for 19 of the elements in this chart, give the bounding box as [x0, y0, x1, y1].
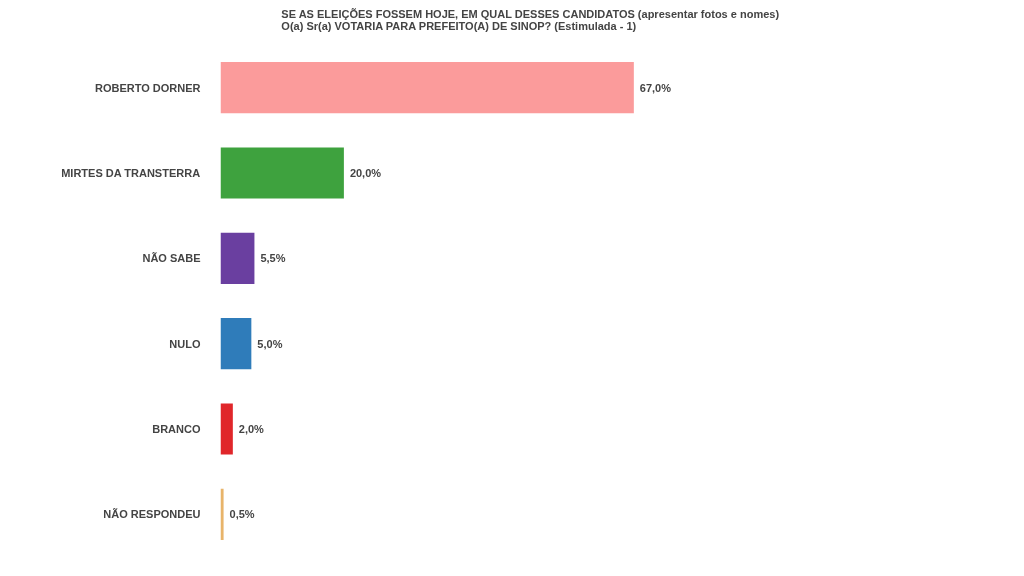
data-label: 2,0% [238, 422, 265, 435]
bar [220, 318, 252, 370]
bar [220, 403, 233, 455]
y-tick-label: NÃO SABE [142, 252, 201, 265]
chart-title: SE AS ELEIÇÕES FOSSEM HOJE, EM QUAL DESSES CANDIDATOS (apresentar fotos e nomes) O(a) Sr(a) VOTARIA PARA PREFEITO(A) DE SINOP? (Estimulada - 1) [281, 7, 780, 32]
data-label: 20,0% [349, 167, 382, 180]
y-tick-label: MIRTES DA TRANSTERRA [61, 167, 201, 180]
bar [220, 232, 255, 284]
bar [220, 147, 344, 199]
data-label: 0,5% [229, 508, 255, 521]
data-label: 5,5% [260, 252, 286, 265]
data-label: 5,0% [257, 337, 283, 350]
bar [220, 62, 634, 114]
y-tick-label: ROBERTO DORNER [94, 81, 201, 94]
data-label: 67,0% [639, 81, 672, 94]
y-tick-label: NULO [169, 337, 201, 350]
bar [220, 488, 224, 540]
y-tick-label: NÃO RESPONDEU [103, 508, 201, 521]
y-tick-label: BRANCO [152, 422, 201, 435]
